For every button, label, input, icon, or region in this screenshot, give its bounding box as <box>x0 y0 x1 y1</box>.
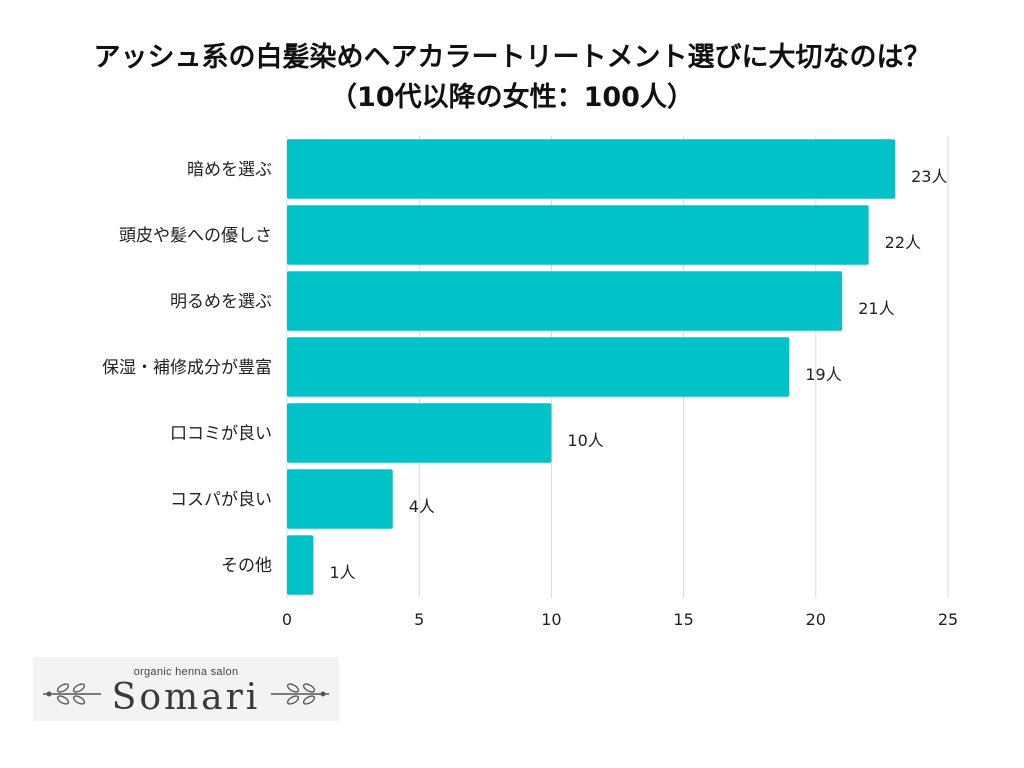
bar <box>287 403 552 463</box>
logo-brand: Somari <box>111 677 261 718</box>
data-label: 22人 <box>885 233 921 252</box>
brand-logo: organic henna salon Somari <box>33 657 339 721</box>
x-tick-label: 0 <box>282 610 292 629</box>
bar <box>287 271 843 331</box>
x-tick-label: 15 <box>673 610 693 629</box>
data-label: 1人 <box>329 563 355 582</box>
chart-subtitle: （10代以降の女性：100人） <box>330 82 694 113</box>
bar <box>287 139 896 199</box>
data-label: 19人 <box>805 365 841 384</box>
bar <box>287 535 314 595</box>
data-label: 21人 <box>858 299 894 318</box>
category-label: 保湿・補修成分が豊富 <box>102 358 272 378</box>
logo-tagline: organic henna salon <box>133 666 239 678</box>
category-label: 頭皮や髪への優しさ <box>119 226 272 246</box>
category-label: 明るめを選ぶ <box>170 292 272 312</box>
data-label: 23人 <box>911 167 947 186</box>
data-label: 4人 <box>409 497 435 516</box>
leaf-ornament-left-icon <box>43 683 101 705</box>
bar <box>287 469 393 529</box>
category-label: その他 <box>221 556 272 576</box>
bar <box>287 337 790 397</box>
x-tick-label: 10 <box>541 610 561 629</box>
data-label: 10人 <box>567 431 603 450</box>
category-label: コスパが良い <box>170 490 272 510</box>
leaf-ornament-right-icon <box>271 683 329 705</box>
chart-title: アッシュ系の白髪染めヘアカラートリートメント選びに大切なのは？ <box>93 42 931 73</box>
chart-title-block: アッシュ系の白髪染めヘアカラートリートメント選びに大切なのは？ （10代以降の女… <box>0 38 1024 118</box>
category-label: 口コミが良い <box>170 424 272 444</box>
x-tick-label: 5 <box>414 610 424 629</box>
x-tick-label: 20 <box>806 610 826 629</box>
x-tick-label: 25 <box>938 610 958 629</box>
category-label: 暗めを選ぶ <box>187 160 272 180</box>
bar <box>287 205 869 265</box>
